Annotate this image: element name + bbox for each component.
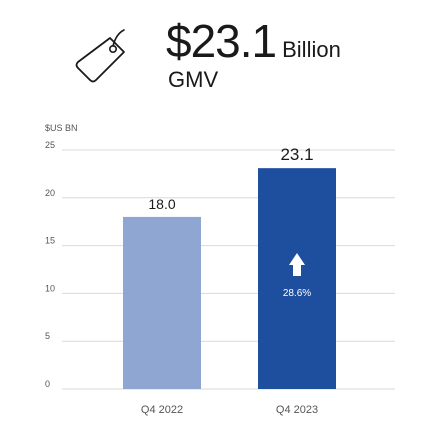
x-category-label: Q4 2023 (276, 404, 318, 416)
bar-q4-2022 (123, 216, 201, 389)
bar-q4-2023 (258, 168, 336, 389)
data-label: 23.1 (280, 145, 313, 164)
up-arrow-icon (289, 253, 305, 276)
growth-label: 28.6% (283, 288, 311, 299)
x-category-label: Q4 2022 (141, 404, 183, 416)
headline: $23.1 Billion (166, 14, 341, 68)
headline-subtitle: GMV (168, 67, 219, 92)
y-tick-label: 25 (45, 140, 55, 150)
y-tick-label: 15 (45, 236, 55, 246)
y-tick-label: 0 (45, 379, 50, 389)
price-tag-icon (75, 29, 125, 83)
y-tick-label: 5 (45, 331, 50, 341)
data-label: 18.0 (148, 196, 175, 212)
y-unit-label: $US BN (45, 123, 78, 133)
y-tick-label: 10 (45, 283, 55, 293)
headline-value: $23.1 (166, 15, 277, 67)
headline-unit: Billion (282, 37, 341, 62)
y-tick-label: 20 (45, 188, 55, 198)
